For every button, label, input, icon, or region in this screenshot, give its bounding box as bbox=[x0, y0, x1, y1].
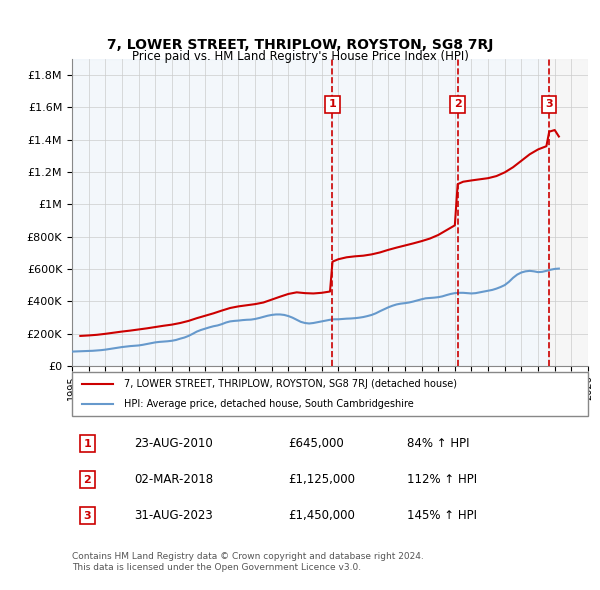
FancyBboxPatch shape bbox=[72, 372, 588, 416]
Text: £645,000: £645,000 bbox=[289, 437, 344, 450]
Bar bbox=[458, 59, 549, 366]
Text: £1,450,000: £1,450,000 bbox=[289, 509, 356, 522]
Text: £1,125,000: £1,125,000 bbox=[289, 473, 356, 486]
Text: 2: 2 bbox=[454, 99, 461, 109]
Text: 1: 1 bbox=[329, 99, 337, 109]
Text: This data is licensed under the Open Government Licence v3.0.: This data is licensed under the Open Gov… bbox=[72, 563, 361, 572]
Bar bbox=[332, 59, 458, 366]
Text: Contains HM Land Registry data © Crown copyright and database right 2024.: Contains HM Land Registry data © Crown c… bbox=[72, 552, 424, 560]
Text: 31-AUG-2023: 31-AUG-2023 bbox=[134, 509, 212, 522]
Text: 112% ↑ HPI: 112% ↑ HPI bbox=[407, 473, 478, 486]
Text: 145% ↑ HPI: 145% ↑ HPI bbox=[407, 509, 478, 522]
Text: Price paid vs. HM Land Registry's House Price Index (HPI): Price paid vs. HM Land Registry's House … bbox=[131, 50, 469, 63]
Text: 84% ↑ HPI: 84% ↑ HPI bbox=[407, 437, 470, 450]
Text: 02-MAR-2018: 02-MAR-2018 bbox=[134, 473, 213, 486]
Bar bbox=[549, 59, 588, 366]
Bar bbox=[72, 59, 332, 366]
Text: 23-AUG-2010: 23-AUG-2010 bbox=[134, 437, 212, 450]
Text: 2: 2 bbox=[83, 475, 91, 485]
Text: 3: 3 bbox=[545, 99, 553, 109]
Text: 1: 1 bbox=[83, 439, 91, 448]
Text: 3: 3 bbox=[83, 511, 91, 521]
Text: 7, LOWER STREET, THRIPLOW, ROYSTON, SG8 7RJ (detached house): 7, LOWER STREET, THRIPLOW, ROYSTON, SG8 … bbox=[124, 379, 457, 389]
Text: HPI: Average price, detached house, South Cambridgeshire: HPI: Average price, detached house, Sout… bbox=[124, 399, 413, 408]
Text: 7, LOWER STREET, THRIPLOW, ROYSTON, SG8 7RJ: 7, LOWER STREET, THRIPLOW, ROYSTON, SG8 … bbox=[107, 38, 493, 53]
